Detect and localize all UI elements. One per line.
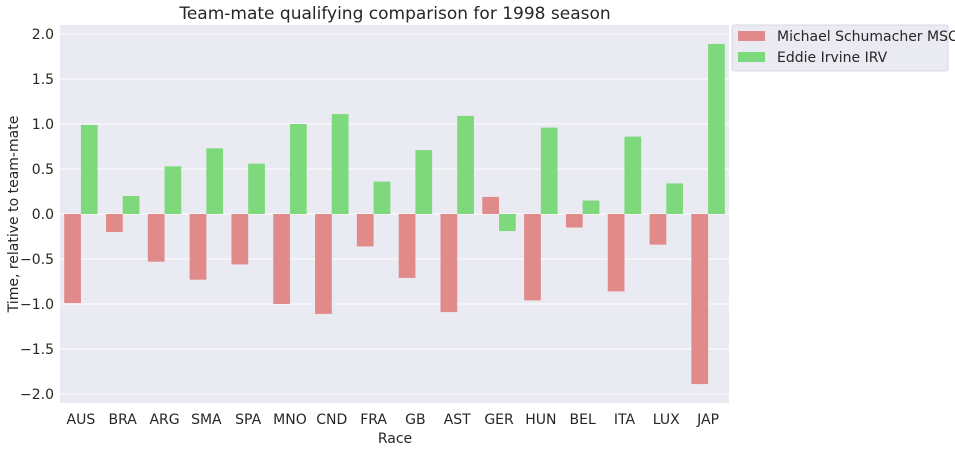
y-axis-label: Time, relative to team-mate xyxy=(6,116,22,314)
y-tick-label: −2.0 xyxy=(20,387,54,403)
bars xyxy=(64,43,725,385)
bar xyxy=(565,214,583,228)
x-tick-label: BEL xyxy=(570,412,596,428)
x-axis-ticks: AUS BRA ARG SMA SPA MNO CND FRA GB AST GER HUN BEL IT… xyxy=(67,412,720,428)
bar xyxy=(231,214,249,265)
bar xyxy=(457,115,474,214)
bar xyxy=(189,214,207,280)
legend-entry: Eddie Irvine IRV xyxy=(777,50,888,66)
x-tick-label: SMA xyxy=(191,412,222,428)
x-tick-label: ITA xyxy=(614,412,636,428)
bar xyxy=(666,183,684,214)
grid xyxy=(60,33,729,395)
y-axis-ticks: −2.0 −1.5 −1.0 −0.5 0.0 0.5 1.0 1.5 2.0 xyxy=(20,27,54,403)
x-tick-label: ARG xyxy=(149,412,179,428)
y-tick-label: −0.5 xyxy=(20,252,54,268)
bar xyxy=(105,214,123,232)
legend-frame xyxy=(731,24,949,72)
x-tick-label: SPA xyxy=(235,412,261,428)
y-tick-label: 0.5 xyxy=(32,162,54,178)
y-tick-label: 0.0 xyxy=(32,207,54,223)
legend-swatch xyxy=(738,31,765,41)
y-tick-label: 1.0 xyxy=(32,117,54,133)
bar xyxy=(273,214,290,304)
x-tick-label: GER xyxy=(484,412,514,428)
bar xyxy=(708,43,725,215)
bar xyxy=(691,214,709,385)
legend-swatch xyxy=(738,52,765,62)
bar xyxy=(206,148,224,214)
bar xyxy=(315,214,332,314)
bar xyxy=(607,214,625,292)
bar xyxy=(373,181,391,214)
bar xyxy=(64,214,81,304)
x-tick-label: MNO xyxy=(273,412,307,428)
x-tick-label: CND xyxy=(316,412,347,428)
legend: Michael Schumacher MSC Eddie Irvine IRV xyxy=(731,24,955,72)
bar xyxy=(289,124,307,214)
bar xyxy=(356,214,374,247)
bar xyxy=(540,127,558,214)
chart-title: Team-mate qualifying comparison for 1998… xyxy=(178,4,610,24)
bar xyxy=(164,166,182,214)
bar xyxy=(147,214,165,262)
bar xyxy=(398,214,416,278)
bar xyxy=(331,114,349,214)
x-tick-label: BRA xyxy=(109,412,138,428)
y-tick-label: −1.5 xyxy=(20,342,54,358)
legend-entry: Michael Schumacher MSC xyxy=(777,29,955,45)
bar xyxy=(649,214,667,245)
x-tick-label: GB xyxy=(405,412,425,428)
y-tick-label: 1.5 xyxy=(32,72,54,88)
x-axis-label: Race xyxy=(378,431,412,447)
x-tick-label: JAP xyxy=(696,412,719,428)
x-tick-label: AUS xyxy=(67,412,96,428)
bar xyxy=(582,200,600,214)
bar xyxy=(415,150,433,214)
x-tick-label: HUN xyxy=(525,412,556,428)
bar xyxy=(80,124,98,214)
y-tick-label: −1.0 xyxy=(20,297,54,313)
bar xyxy=(122,196,140,214)
y-tick-label: 2.0 xyxy=(32,27,54,43)
bar xyxy=(624,136,642,214)
bar xyxy=(482,196,500,214)
bar xyxy=(524,214,541,301)
x-tick-label: FRA xyxy=(360,412,387,428)
x-tick-label: AST xyxy=(444,412,471,428)
bar xyxy=(499,214,516,232)
bar xyxy=(440,214,458,313)
bar xyxy=(248,163,265,214)
x-tick-label: LUX xyxy=(653,412,680,428)
